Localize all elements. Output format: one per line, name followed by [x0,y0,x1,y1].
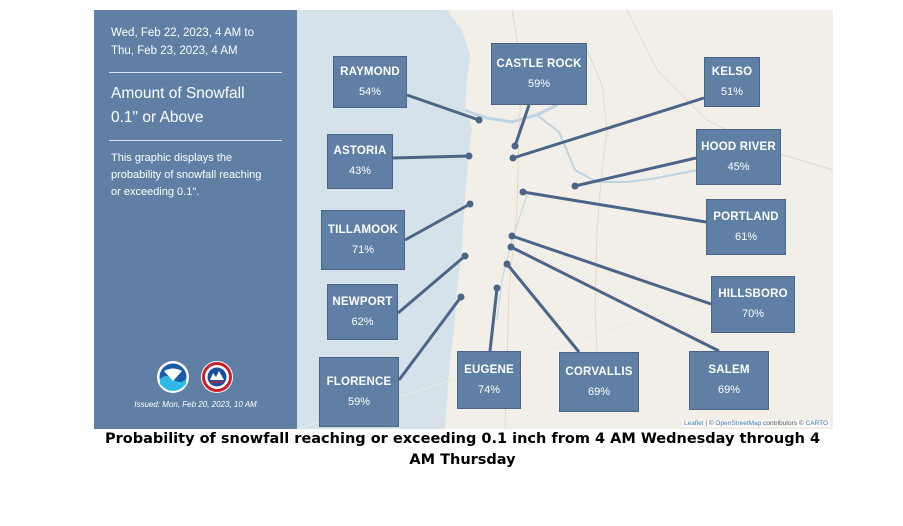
city-label-tillamook[interactable]: TILLAMOOK 71% [321,210,405,270]
city-name: TILLAMOOK [327,223,399,236]
city-label-kelso[interactable]: KELSO 51% [704,57,760,107]
city-probability: 43% [348,165,372,177]
leader-line-florence [397,296,463,381]
city-label-corvallis[interactable]: CORVALLIS 69% [559,352,639,412]
caption-line1: Probability of snowfall reaching or exce… [104,431,821,447]
city-probability: 59% [347,395,371,408]
city-name: HOOD RIVER [701,140,776,153]
city-label-newport[interactable]: NEWPORT 62% [327,284,398,340]
panel-title-line1: Amount of Snowfall [111,85,245,102]
panel-description: This graphic displays the probability of… [111,150,291,201]
city-probability: 51% [720,85,744,98]
city-probability: 54% [358,85,382,98]
panel-title-line2: 0.1" or Above [111,109,204,126]
leaflet-link[interactable]: Leaflet [683,420,704,427]
city-label-portland[interactable]: PORTLAND 61% [706,199,786,255]
leader-line-raymond [406,93,480,122]
figure-caption: Probability of snowfall reaching or exce… [90,429,835,471]
city-probability: 71% [351,243,375,256]
city-label-eugene[interactable]: EUGENE 74% [457,351,521,409]
city-name: EUGENE [464,363,514,376]
city-marker-florence[interactable] [457,293,465,301]
city-label-castle-rock[interactable]: CASTLE ROCK 59% [491,43,587,105]
map-attribution: Leaflet | © OpenStreetMap contributors ©… [681,420,830,427]
city-probability: 70% [741,308,765,320]
panel-divider [109,72,282,73]
caption-line2: AM Thursday [409,452,516,468]
city-marker-newport[interactable] [461,252,469,260]
city-marker-eugene[interactable] [493,284,501,292]
leader-line-astoria [392,154,470,160]
city-probability: 74% [477,383,501,396]
leader-line-eugene [488,287,499,352]
city-marker-kelso[interactable] [509,154,517,162]
city-label-hood-river[interactable]: HOOD RIVER 45% [696,129,781,185]
panel-divider [109,140,282,141]
attribution-contrib: contributors © [761,420,806,427]
city-name: NEWPORT [332,295,393,308]
city-marker-castle-rock[interactable] [511,142,519,150]
description-line1: This graphic displays the [111,152,233,164]
city-marker-astoria[interactable] [465,152,473,160]
willamette-river [496,194,528,321]
date-range-start: Wed, Feb 22, 2023, 4 AM to [111,27,254,39]
city-name: CORVALLIS [565,365,633,378]
city-name: CASTLE ROCK [496,57,582,70]
nws-logo-icon [201,361,233,393]
description-line2: probability of snowfall reaching [111,169,262,181]
city-probability: 62% [351,315,374,328]
city-label-salem[interactable]: SALEM 69% [689,351,769,410]
city-marker-tillamook[interactable] [466,200,474,208]
city-probability: 59% [527,77,551,90]
city-marker-hillsboro[interactable] [508,232,516,240]
attribution-sep: | © [703,420,716,427]
city-dots [457,116,579,301]
city-marker-salem[interactable] [507,243,515,251]
issued-timestamp: Issued: Mon, Feb 20, 2023, 10 AM [134,400,257,409]
city-label-hillsboro[interactable]: HILLSBORO 70% [711,276,795,333]
leader-line-hillsboro [511,234,712,306]
city-marker-portland[interactable] [519,188,527,196]
city-name: HILLSBORO [718,288,788,300]
city-probability: 45% [727,160,750,173]
leader-line-hood-river [574,156,697,188]
panel-title: Amount of Snowfall 0.1" or Above [111,82,291,130]
city-name: KELSO [711,65,753,78]
city-label-florence[interactable]: FLORENCE 59% [319,357,399,427]
leader-line-salem [510,245,720,353]
leader-lines [392,93,720,381]
city-name: PORTLAND [713,210,779,223]
highway [626,10,833,171]
city-marker-raymond[interactable] [475,116,483,124]
city-probability: 69% [717,384,741,396]
info-panel: Wed, Feb 22, 2023, 4 AM to Thu, Feb 23, … [94,10,297,429]
city-name: ASTORIA [333,145,387,157]
leader-line-corvallis [505,263,581,353]
description-line3: or exceeding 0.1". [111,186,200,198]
city-label-raymond[interactable]: RAYMOND 54% [333,56,407,108]
city-probability: 61% [734,230,758,243]
city-label-astoria[interactable]: ASTORIA 43% [327,134,393,189]
highway [586,49,608,391]
leader-line-castle-rock [513,104,531,147]
city-probability: 69% [587,385,611,398]
city-name: FLORENCE [326,375,392,388]
map[interactable]: RAYMOND 54% CASTLE ROCK 59% KELSO 51% ASTORIA 4… [297,10,833,429]
noaa-logo-icon [157,361,189,393]
columbia-river [464,103,558,124]
leader-line-newport [397,254,466,315]
date-range: Wed, Feb 22, 2023, 4 AM to Thu, Feb 23, … [111,24,291,60]
forecast-graphic: Wed, Feb 22, 2023, 4 AM to Thu, Feb 23, … [94,10,833,429]
osm-link[interactable]: OpenStreetMap [715,420,762,427]
city-name: RAYMOND [340,65,400,78]
leader-line-tillamook [404,202,471,242]
city-marker-corvallis[interactable] [503,260,511,268]
carto-link[interactable]: CARTO [805,420,828,427]
leader-line-kelso [512,96,705,160]
city-name: SALEM [708,364,750,376]
city-marker-hood-river[interactable] [571,182,579,190]
leader-line-portland [522,190,707,224]
date-range-end: Thu, Feb 23, 2023, 4 AM [111,45,238,57]
